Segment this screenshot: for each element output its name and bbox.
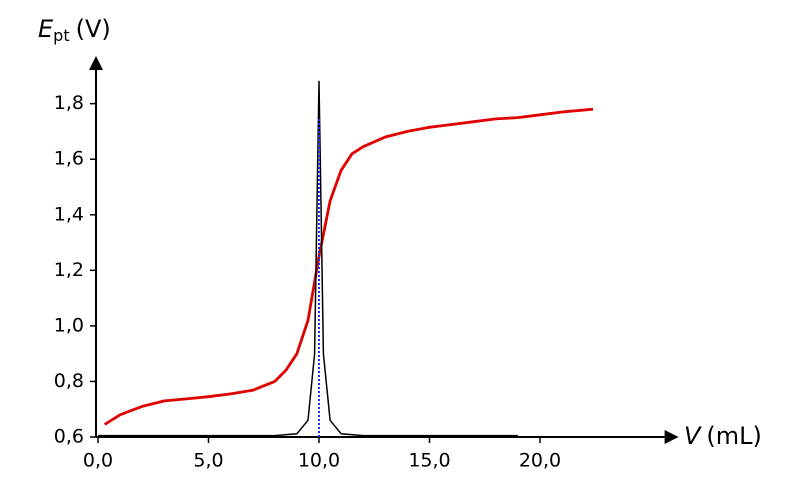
y-axis-arrow [89, 56, 103, 70]
y-tick-label: 1,8 [54, 92, 84, 114]
x-axis-arrow [664, 430, 679, 444]
y-tick-label: 1,0 [54, 314, 84, 336]
x-tick-label: 0,0 [83, 450, 113, 472]
x-axis-unit: (mL) [706, 422, 761, 450]
y-axis-subscript: pt [53, 26, 69, 45]
y-axis-label: Ept (V) [38, 15, 111, 45]
y-tick-label: 0,8 [54, 370, 84, 392]
x-tick-label: 5,0 [193, 450, 223, 472]
x-tick-label: 15,0 [408, 450, 450, 472]
x-tick-label: 10,0 [298, 450, 340, 472]
y-axis-unit: (V) [76, 15, 111, 43]
series-line [98, 80, 518, 437]
x-tick-label: 20,0 [519, 450, 561, 472]
x-axis-label: V (mL) [684, 422, 762, 450]
x-axis-symbol: V [684, 422, 702, 450]
y-axis-symbol: E [38, 15, 54, 43]
y-tick-label: 1,4 [54, 203, 84, 225]
y-tick-label: 1,2 [54, 259, 84, 281]
y-tick-label: 0,6 [54, 426, 84, 448]
y-tick-label: 1,6 [54, 148, 84, 170]
series-line [103, 107, 594, 426]
